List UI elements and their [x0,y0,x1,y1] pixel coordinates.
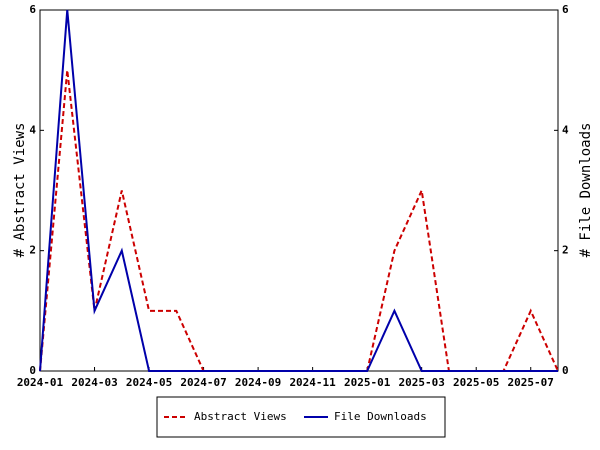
y2-tick-label: 6 [562,3,569,16]
y2-tick-label: 4 [562,123,569,136]
x-tick-label: 2024-03 [71,376,117,389]
series-line [39,9,558,372]
plot-frame [39,9,559,372]
x-tick-label: 2025-07 [508,376,554,389]
x-tick-label: 2024-01 [17,376,64,389]
y2-tick-label: 2 [562,244,569,257]
y-tick-label: 2 [29,244,36,257]
y-tick-label: 6 [29,3,36,16]
y-tick-label: 0 [29,364,36,377]
legend-box [156,396,446,438]
x-tick-label: 2024-05 [126,376,172,389]
x-tick-label: 2024-07 [180,376,226,389]
x-tick-label: 2025-05 [453,376,499,389]
y-axis-title: # Abstract Views [12,123,28,258]
x-tick-label: 2025-01 [344,376,391,389]
series-line [39,70,559,372]
y2-axis-title: # File Downloads [578,123,594,258]
legend-label: File Downloads [334,410,427,423]
y-tick-label: 4 [29,123,36,136]
x-tick-label: 2024-11 [289,376,336,389]
x-tick-label: 2024-09 [235,376,281,389]
x-tick-label: 2025-03 [399,376,445,389]
legend-label: Abstract Views [194,410,287,423]
y2-tick-label: 0 [562,364,569,377]
